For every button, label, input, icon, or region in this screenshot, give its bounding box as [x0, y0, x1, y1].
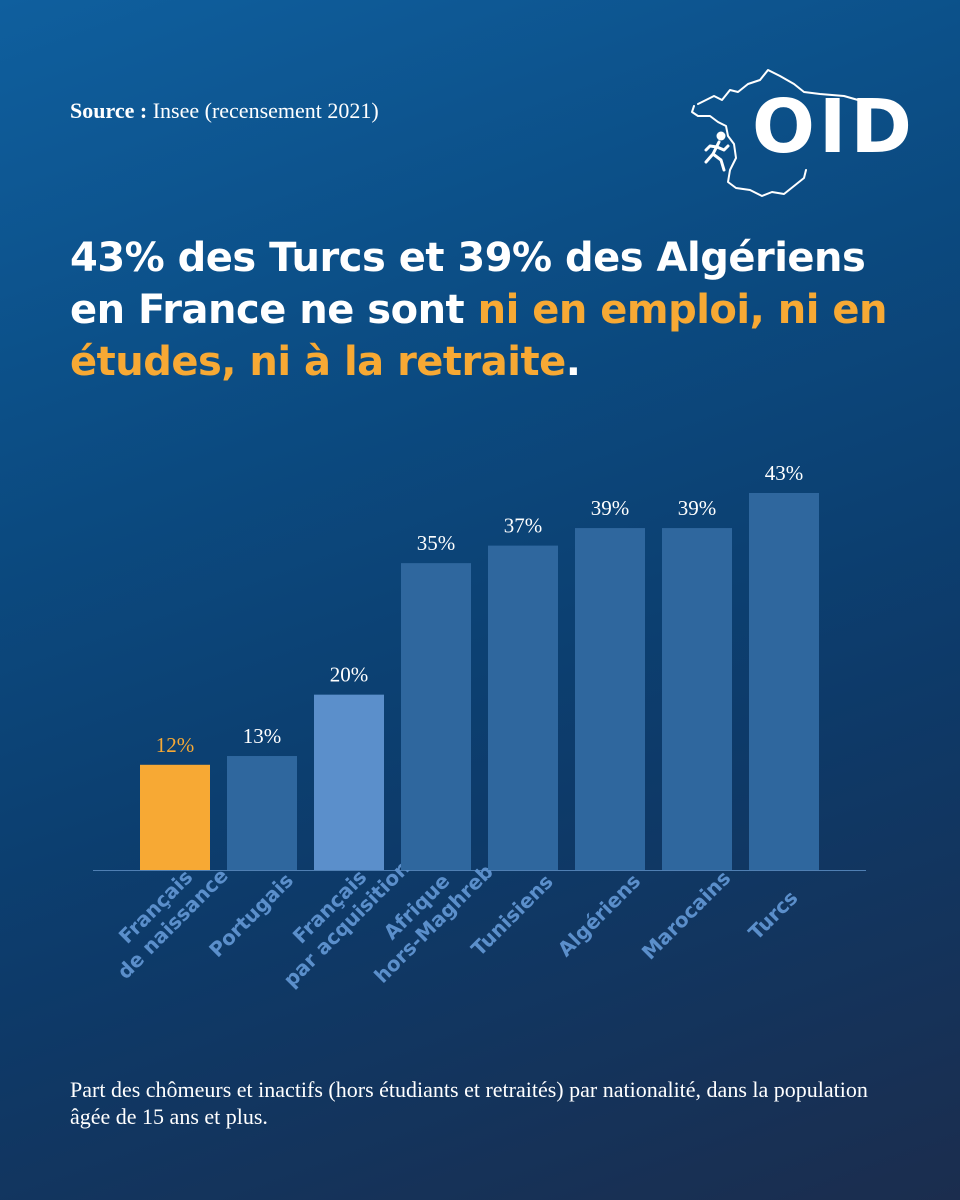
value-label: 39% — [678, 496, 717, 520]
value-label: 43% — [765, 461, 804, 485]
bar — [488, 545, 558, 870]
france-map-icon — [691, 69, 865, 197]
bar — [575, 528, 645, 870]
bar — [314, 694, 384, 870]
value-label: 20% — [330, 663, 369, 687]
bar — [662, 528, 732, 870]
bar-chart: 12%Françaisde naissance13%Portugais20%Fr… — [93, 461, 866, 992]
category-label: Marocains — [637, 866, 736, 965]
chart-caption: Part des chômeurs et inactifs (hors étud… — [70, 1077, 868, 1129]
category-label: Turcs — [744, 886, 803, 945]
bar — [227, 756, 297, 870]
value-label: 12% — [156, 733, 195, 757]
bar — [401, 563, 471, 870]
value-label: 39% — [591, 496, 630, 520]
headline: 43% des Turcs et 39% des Algériens en Fr… — [70, 232, 930, 388]
source-line: Source : Insee (recensement 2021) — [70, 98, 379, 124]
headline-part1: 43% des Turcs et 39% des Algériens en Fr… — [70, 235, 866, 333]
category-label: Algériens — [553, 869, 645, 961]
bar — [140, 764, 210, 870]
value-label: 37% — [504, 514, 543, 538]
value-label: 35% — [417, 531, 456, 555]
source-label: Source : — [70, 98, 148, 123]
headline-part2: . — [565, 339, 581, 385]
logo-text: OID — [752, 84, 916, 170]
source-text: Insee (recensement 2021) — [152, 98, 379, 123]
headline-highlight: ni en emploi, ni en études, ni à la retr… — [70, 287, 887, 385]
value-label: 13% — [243, 724, 282, 748]
bar — [749, 493, 819, 870]
runner-icon — [716, 131, 726, 141]
